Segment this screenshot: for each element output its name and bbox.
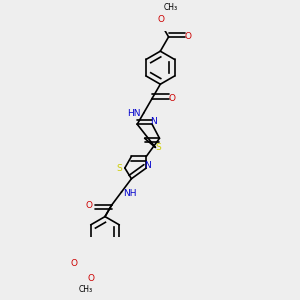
Text: HN: HN [127,109,141,118]
Text: S: S [116,164,122,172]
Text: NH: NH [124,189,137,198]
Text: CH₃: CH₃ [78,285,92,294]
Text: O: O [70,260,77,268]
Text: N: N [150,117,157,126]
Text: S: S [156,143,161,152]
Text: O: O [85,201,92,210]
Text: CH₃: CH₃ [164,3,178,12]
Text: O: O [185,32,192,41]
Text: O: O [158,15,165,24]
Text: O: O [88,274,94,283]
Text: O: O [168,94,175,103]
Text: N: N [144,161,151,170]
